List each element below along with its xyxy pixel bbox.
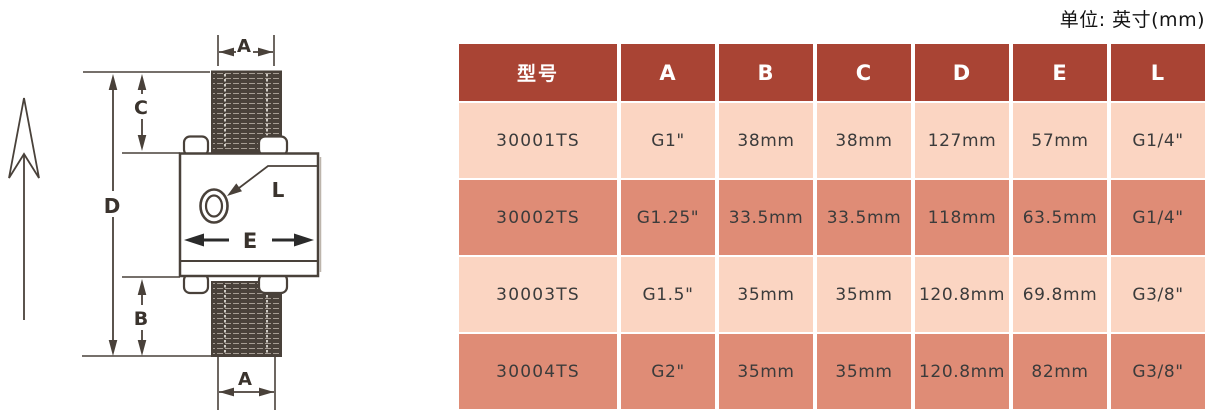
header-cell-b: B: [719, 44, 813, 101]
port-hole: [199, 188, 229, 224]
value-cell-a-row2: G1.25": [621, 180, 715, 255]
model-cell-row2: 30002TS: [459, 180, 617, 255]
model-cell-row3: 30003TS: [459, 257, 617, 332]
value-cell-d-row3: 120.8mm: [915, 257, 1009, 332]
header-cell-c: C: [817, 44, 911, 101]
header-cell-a: A: [621, 44, 715, 101]
header-cell-e: E: [1013, 44, 1107, 101]
dimension-b: B: [129, 279, 154, 356]
unit-label: 单位: 英寸(mm): [1059, 9, 1205, 31]
value-cell-e-row3: 69.8mm: [1013, 257, 1107, 332]
value-cell-l-row1: G1/4": [1111, 103, 1205, 178]
dimension-a-bottom: A: [217, 356, 276, 410]
value-cell-l-row3: G3/8": [1111, 257, 1205, 332]
value-cell-a-row1: G1": [621, 103, 715, 178]
dim-label-a-top: A: [237, 36, 251, 57]
model-cell-row4: 30004TS: [459, 334, 617, 409]
header-cell-model: 型号: [459, 44, 617, 101]
dim-label-e: E: [243, 229, 257, 253]
value-cell-d-row2: 118mm: [915, 180, 1009, 255]
body-tabs: [182, 135, 289, 295]
value-cell-d-row4: 120.8mm: [915, 334, 1009, 409]
value-cell-e-row4: 82mm: [1013, 334, 1107, 409]
flow-direction-arrow: [8, 97, 40, 320]
value-cell-b-row3: 35mm: [719, 257, 813, 332]
value-cell-c-row4: 35mm: [817, 334, 911, 409]
dim-label-l: L: [272, 178, 285, 202]
dim-label-b: B: [134, 308, 148, 330]
dim-label-d: D: [104, 194, 121, 218]
dimension-c: C: [129, 74, 154, 151]
value-cell-b-row2: 33.5mm: [719, 180, 813, 255]
value-cell-a-row4: G2": [621, 334, 715, 409]
value-cell-l-row4: G3/8": [1111, 334, 1205, 409]
value-cell-e-row1: 57mm: [1013, 103, 1107, 178]
dimension-diagram: D C B A: [8, 34, 322, 410]
spec-table: 型号 A B C D E L 30001TS G1" 38mm 38mm 127mm 57mm G1/4"…: [459, 44, 1205, 409]
value-cell-c-row2: 33.5mm: [817, 180, 911, 255]
dimension-d: D: [99, 74, 125, 356]
dim-label-a-bottom: A: [238, 369, 252, 390]
value-cell-l-row2: G1/4": [1111, 180, 1205, 255]
dimension-l: L: [227, 165, 318, 202]
extension-lines: [82, 71, 211, 357]
bottom-thread: [211, 281, 282, 357]
value-cell-c-row1: 38mm: [817, 103, 911, 178]
header-cell-l: L: [1111, 44, 1205, 101]
value-cell-d-row1: 127mm: [915, 103, 1009, 178]
value-cell-c-row3: 35mm: [817, 257, 911, 332]
model-cell-row1: 30001TS: [459, 103, 617, 178]
dim-label-c: C: [134, 97, 148, 119]
value-cell-b-row4: 35mm: [719, 334, 813, 409]
dimension-a-top: A: [217, 34, 275, 66]
header-cell-d: D: [915, 44, 1009, 101]
value-cell-b-row1: 38mm: [719, 103, 813, 178]
dimension-e: E: [184, 229, 314, 253]
value-cell-e-row2: 63.5mm: [1013, 180, 1107, 255]
value-cell-a-row3: G1.5": [621, 257, 715, 332]
